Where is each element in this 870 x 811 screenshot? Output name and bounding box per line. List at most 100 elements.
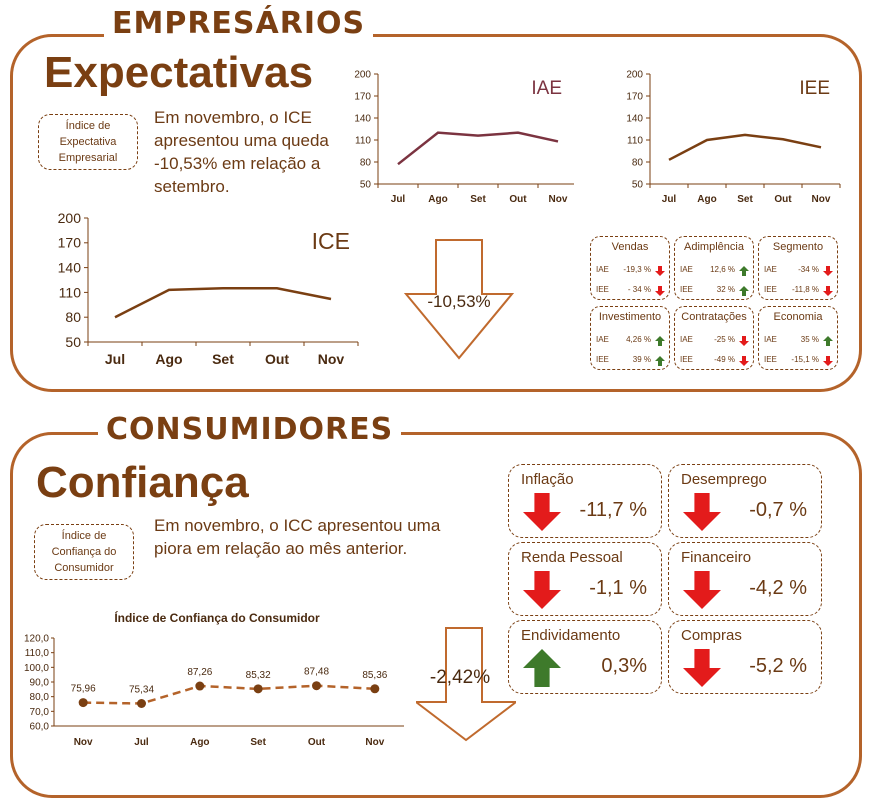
row-label: IAE (596, 335, 609, 344)
row-value: 4,26 % (626, 335, 651, 344)
series-line (397, 131, 559, 166)
arrow-down-icon (739, 356, 749, 366)
x-tick-label: Jul (391, 194, 406, 205)
row-arrow (739, 356, 749, 366)
ice-component-name: Adimplência (684, 241, 744, 253)
ice-component-name: Contratações (681, 311, 747, 323)
icc-component-name: Endividamento (521, 627, 621, 644)
icc-component-value: -11,7 % (579, 499, 647, 521)
row-arrow (823, 356, 833, 366)
ice-component-row: IAE -19,3 % (596, 265, 665, 277)
data-point (195, 681, 205, 691)
row-label: IEE (596, 285, 609, 294)
icc-index-label: Índice de Confiança do Consumidor (34, 524, 134, 580)
x-tick-label: Nov (812, 194, 831, 205)
y-tick-label: 70,0 (30, 707, 50, 718)
icc-component-name: Desemprego (681, 471, 767, 488)
arrow-up-icon (739, 286, 749, 296)
chart-title: IAE (531, 78, 562, 99)
icc-component-value: -1,1 % (589, 577, 647, 599)
ice-component-2: Segmento IAE -34 % IEE -11,8 % (758, 236, 838, 300)
ice-chart: 200 170 140 110 80 50 Jul Ago Set Out Nov ICE (58, 210, 359, 367)
row-label: IEE (680, 355, 693, 364)
empresarios-summary: Em novembro, o ICE apresentou uma queda … (154, 108, 329, 196)
series-line (668, 133, 822, 161)
ice-component-3: Investimento IAE 4,26 % IEE 39 % (590, 306, 670, 370)
arrow-down-icon (683, 571, 721, 609)
arrow-down-icon (523, 493, 561, 531)
data-label: 85,32 (246, 670, 271, 681)
ice-component-name: Investimento (598, 311, 662, 323)
y-tick-label: 140 (626, 114, 643, 125)
x-tick-label: Ago (190, 737, 209, 748)
data-point (253, 684, 263, 694)
row-arrow (655, 336, 665, 346)
row-value: 32 % (716, 285, 735, 294)
x-tick-label: Nov (365, 737, 384, 748)
empresarios-panel (10, 34, 862, 392)
icc-component-4: Endividamento 0,3% (508, 620, 662, 694)
row-arrow (655, 356, 665, 366)
data-point (370, 684, 380, 694)
x-tick-label: Jul (662, 194, 677, 205)
arrow-down-icon (683, 493, 721, 531)
arrow-down-icon (523, 571, 561, 609)
icc-change-value: -2,42% (429, 667, 491, 688)
data-label: 87,48 (304, 667, 329, 678)
row-arrow (739, 336, 749, 346)
ice-component-row: IAE -34 % (764, 265, 833, 277)
ice-component-1: Adimplência IAE 12,6 % IEE 32 % (674, 236, 754, 300)
y-tick-label: 170 (58, 235, 82, 251)
chart-title: IEE (799, 78, 830, 99)
y-tick-label: 80 (65, 309, 81, 325)
x-tick-label: Jul (105, 351, 125, 367)
ice-component-row: IAE 35 % (764, 335, 833, 347)
data-point (312, 681, 321, 691)
y-tick-label: 80,0 (30, 692, 50, 703)
y-tick-label: 170 (354, 92, 371, 103)
arrow-up-icon (655, 356, 665, 366)
data-label: 75,34 (129, 685, 154, 696)
row-value: -34 % (798, 265, 819, 274)
data-point (78, 698, 88, 708)
icc-component-arrow (523, 492, 561, 532)
y-tick-label: 170 (626, 92, 643, 103)
ice-change-value: -10,53% (427, 292, 491, 311)
arrow-down-icon (683, 649, 721, 687)
icc-component-value: 0,3% (601, 655, 647, 677)
arrow-down-icon (655, 266, 665, 276)
icc-component-arrow (683, 648, 721, 688)
chart-title: ICE (312, 228, 350, 254)
ice-component-row: IAE 12,6 % (680, 265, 749, 277)
x-tick-label: Set (470, 194, 486, 205)
row-arrow (739, 266, 749, 276)
ice-component-row: IEE -49 % (680, 355, 749, 367)
ice-component-4: Contratações IAE -25 % IEE -49 % (674, 306, 754, 370)
arrow-up-icon (655, 336, 665, 346)
expectativas-title: Expectativas (44, 48, 314, 97)
row-label: IAE (596, 265, 609, 274)
row-label: IEE (596, 355, 609, 364)
x-tick-label: Set (250, 737, 266, 748)
y-tick-label: 50 (632, 180, 644, 191)
row-value: -11,8 % (792, 285, 819, 294)
ice-change-arrow (404, 239, 514, 360)
x-tick-label: Set (737, 194, 753, 205)
y-tick-label: 110 (355, 136, 371, 147)
ice-component-row: IEE 39 % (596, 355, 665, 367)
data-label: 87,26 (187, 667, 212, 678)
ice-component-name: Economia (773, 311, 823, 323)
y-tick-label: 60,0 (30, 722, 50, 733)
icc-component-arrow (683, 570, 721, 610)
row-arrow (655, 266, 665, 276)
y-tick-label: 50 (65, 334, 81, 350)
row-value: -49 % (714, 355, 735, 364)
arrow-down-icon (823, 286, 833, 296)
x-tick-label: Out (774, 194, 792, 205)
row-label: IEE (680, 285, 693, 294)
y-tick-label: 110 (627, 136, 643, 147)
arrow-down-icon (655, 286, 665, 296)
iee-chart: 200 170 140 110 80 50 Jul Ago Set Out Nov IEE (626, 70, 841, 205)
ice-component-0: Vendas IAE -19,3 % IEE - 34 % (590, 236, 670, 300)
y-tick-label: 50 (360, 180, 372, 191)
